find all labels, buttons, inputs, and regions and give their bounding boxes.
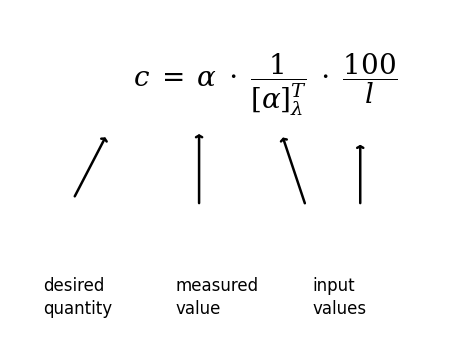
Text: input
values: input values: [313, 277, 367, 318]
Text: desired
quantity: desired quantity: [43, 277, 112, 318]
Text: $c \;=\; \alpha \;\cdot\; \dfrac{1}{[\alpha]_{\lambda}^{T}} \;\cdot\; \dfrac{100: $c \;=\; \alpha \;\cdot\; \dfrac{1}{[\al…: [133, 52, 398, 119]
Text: measured
value: measured value: [175, 277, 258, 318]
